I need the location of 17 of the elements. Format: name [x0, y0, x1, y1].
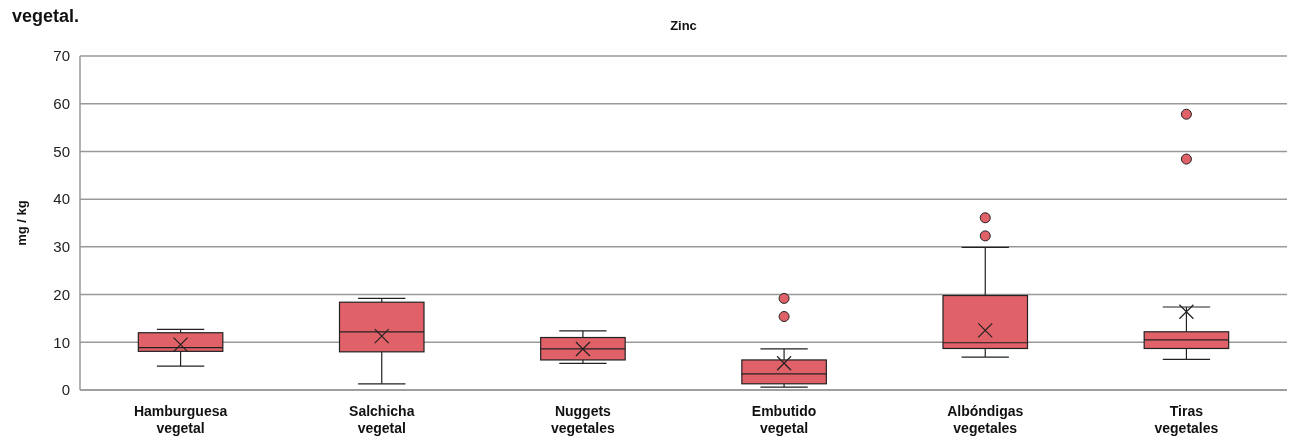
- x-tick-label: Hamburguesa vegetal: [133, 403, 228, 436]
- y-tick-label: 0: [61, 381, 70, 399]
- y-tick-label: 30: [53, 238, 70, 256]
- x-tick-label: Albóndigas vegetales: [947, 403, 1024, 436]
- chart-title: vegetal.: [12, 6, 80, 26]
- x-tick-label: Embutido vegetal: [751, 403, 817, 436]
- y-axis-title: mg / kg: [14, 200, 29, 246]
- x-tick-label: Salchicha vegetal: [349, 403, 415, 436]
- chart-subtitle: Zinc: [670, 18, 697, 33]
- y-tick-label: 40: [53, 190, 70, 208]
- y-tick-label: 10: [53, 333, 70, 351]
- y-tick-label: 20: [53, 285, 70, 303]
- x-tick-label: Nuggets vegetales: [551, 403, 616, 436]
- y-tick-label: 60: [53, 94, 70, 112]
- y-tick-label: 70: [53, 47, 70, 65]
- x-tick-label: Tiras vegetales: [1154, 403, 1219, 436]
- y-tick-label: 50: [53, 142, 70, 160]
